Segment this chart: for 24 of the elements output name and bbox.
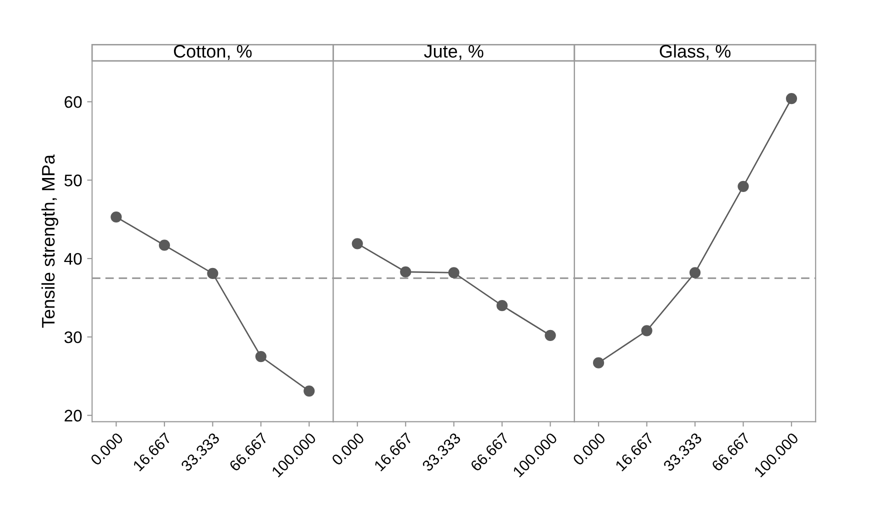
point <box>352 238 363 250</box>
y-tick-label: 60 <box>64 96 82 108</box>
point <box>207 268 218 280</box>
point <box>738 180 749 192</box>
point <box>158 240 170 251</box>
point <box>400 266 412 278</box>
point <box>304 386 315 397</box>
point <box>544 330 556 341</box>
point <box>786 93 798 104</box>
chart-title: Cotton, % <box>174 44 252 60</box>
y-axis-title: Tensile strength, MPa <box>41 154 58 328</box>
point <box>110 211 122 223</box>
point <box>641 325 652 336</box>
y-tick-label: 40 <box>64 252 82 265</box>
y-tick-label: 50 <box>64 174 82 186</box>
point <box>496 300 508 312</box>
point <box>689 267 701 278</box>
chart-title: Jute, % <box>424 44 484 60</box>
point <box>255 351 266 362</box>
chart-title: Glass, % <box>660 44 730 60</box>
point <box>448 267 460 278</box>
point <box>592 357 604 368</box>
y-tick-label: 20 <box>64 410 82 422</box>
y-tick-label: 30 <box>64 331 82 344</box>
